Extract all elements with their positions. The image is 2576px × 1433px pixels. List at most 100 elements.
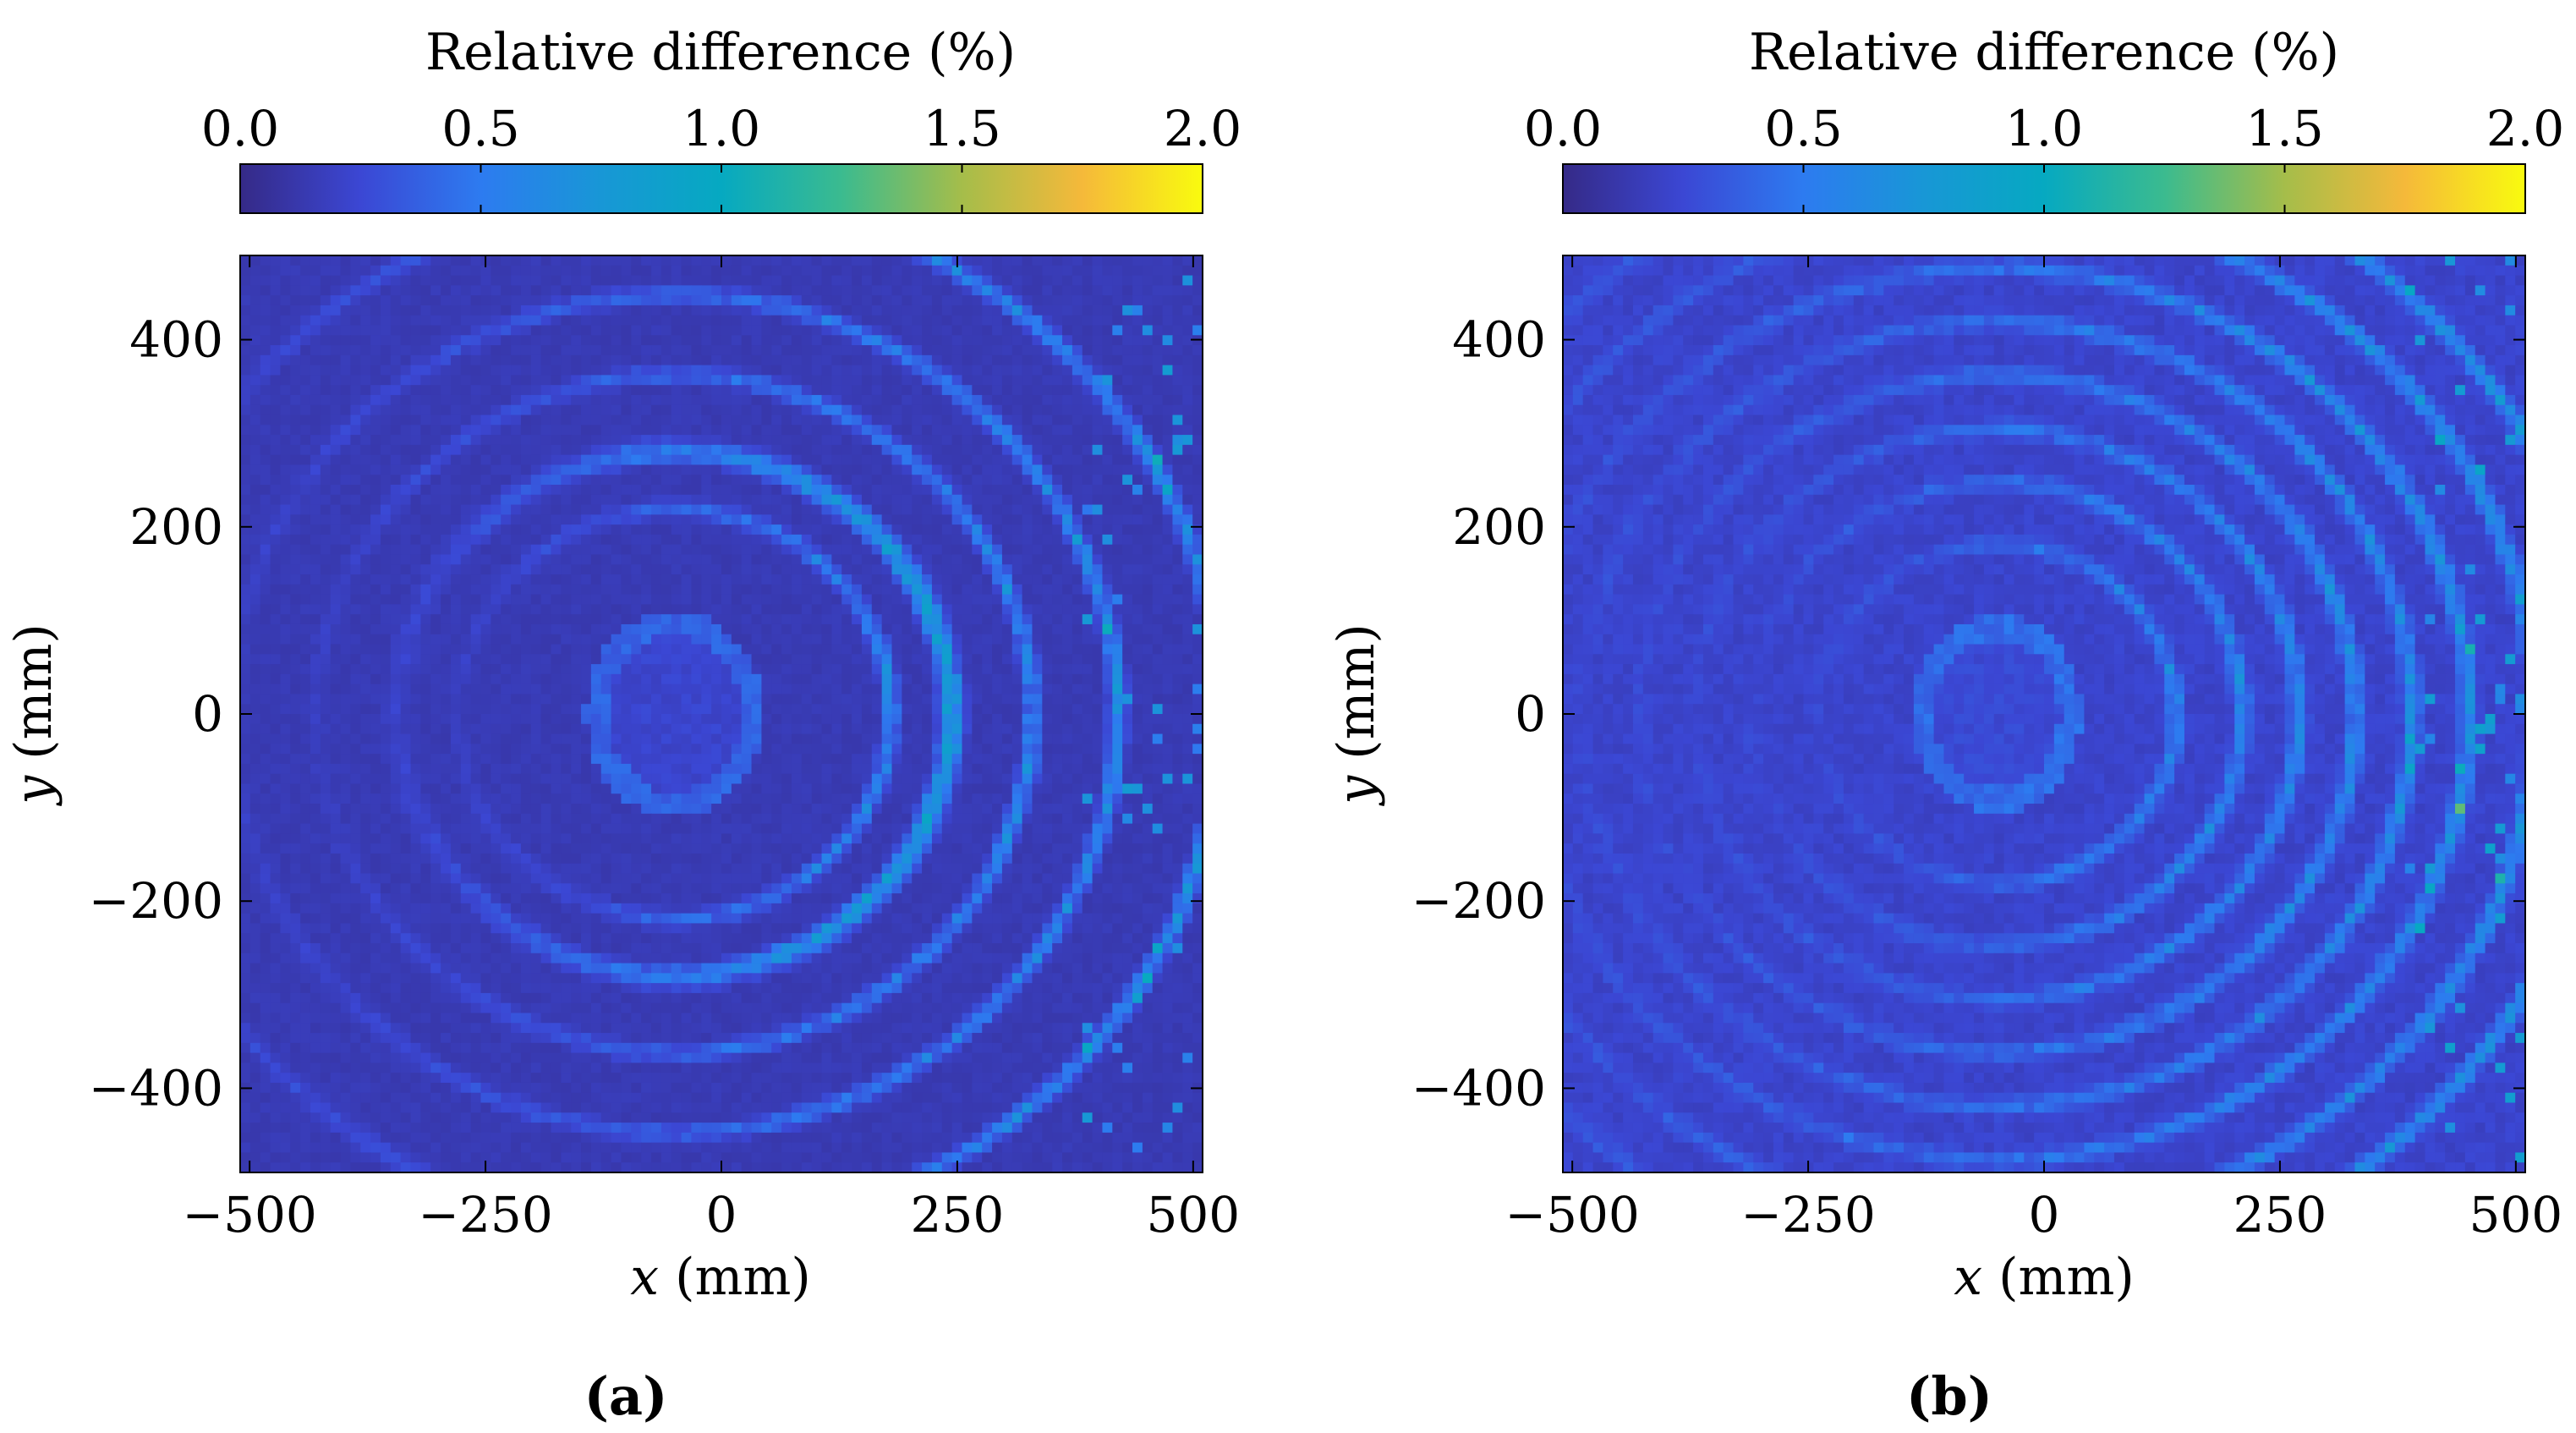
- heatmap-cell: [400, 733, 412, 744]
- heatmap-cell: [962, 594, 973, 605]
- heatmap-cell: [891, 584, 902, 596]
- heatmap-cell: [370, 494, 381, 506]
- heatmap-cell: [410, 544, 421, 556]
- heatmap-cell: [530, 524, 542, 535]
- heatmap-cell: [290, 644, 301, 655]
- heatmap-cell: [590, 534, 602, 546]
- heatmap-cell: [1082, 604, 1093, 615]
- heatmap-cell: [310, 514, 321, 525]
- heatmap-cell: [1011, 564, 1023, 575]
- heatmap-cell: [621, 365, 632, 376]
- heatmap-cell: [1082, 404, 1093, 416]
- heatmap-cell: [420, 564, 431, 575]
- heatmap-cell: [551, 504, 562, 515]
- heatmap-cell: [982, 394, 993, 406]
- heatmap-cell: [470, 763, 482, 775]
- heatmap-cell: [741, 255, 753, 266]
- heatmap-cell: [470, 295, 482, 306]
- heatmap-cell: [480, 744, 491, 755]
- heatmap-cell: [831, 733, 842, 744]
- heatmap-cell: [470, 534, 482, 546]
- heatmap-cell: [1102, 305, 1113, 316]
- heatmap-cell: [310, 444, 321, 456]
- heatmap-cell: [370, 255, 381, 266]
- heatmap-cell: [1032, 385, 1043, 396]
- heatmap-cell: [249, 375, 261, 386]
- heatmap-cell: [891, 644, 902, 655]
- heatmap-cell: [480, 385, 491, 396]
- heatmap-cell: [511, 385, 522, 396]
- heatmap-cell: [320, 335, 332, 346]
- heatmap-cell: [300, 255, 311, 266]
- heatmap-cell: [390, 375, 402, 386]
- heatmap-cell: [350, 623, 361, 635]
- heatmap-cell: [621, 255, 632, 266]
- heatmap-cell: [951, 574, 963, 585]
- heatmap-cell: [581, 265, 592, 277]
- heatmap-cell: [460, 534, 472, 546]
- heatmap-cell: [982, 365, 993, 376]
- heatmap-cell: [631, 425, 642, 436]
- heatmap-cell: [1001, 265, 1013, 277]
- heatmap-cell: [931, 564, 943, 575]
- heatmap-cell: [1011, 673, 1023, 685]
- heatmap-cell: [861, 275, 873, 286]
- heatmap-cell: [450, 444, 462, 456]
- heatmap-cell: [1072, 305, 1083, 316]
- heatmap-cell: [420, 763, 431, 775]
- heatmap-cell: [501, 714, 512, 725]
- heatmap-cell: [1162, 435, 1174, 446]
- heatmap-cell: [1022, 325, 1033, 336]
- heatmap-cell: [581, 285, 592, 296]
- heatmap-cell: [1162, 733, 1174, 744]
- heatmap-cell: [1072, 684, 1083, 695]
- heatmap-cell: [1192, 325, 1203, 336]
- heatmap-cell: [1001, 485, 1013, 496]
- heatmap-cell: [1192, 733, 1203, 744]
- heatmap-cell: [631, 295, 642, 306]
- heatmap-cell: [831, 485, 842, 496]
- heatmap-cell: [741, 325, 753, 336]
- heatmap-cell: [972, 504, 983, 515]
- heatmap-cell: [681, 634, 693, 645]
- heatmap-cell: [951, 394, 963, 406]
- heatmap-cell: [951, 494, 963, 506]
- heatmap-cell: [410, 504, 421, 515]
- heatmap-cell: [660, 415, 672, 426]
- heatmap-cell: [951, 744, 963, 755]
- heatmap-cell: [561, 594, 572, 605]
- heatmap-cell: [390, 514, 402, 525]
- heatmap-cell: [791, 763, 803, 775]
- colorbar-tick-label: 2.0: [1164, 100, 1241, 157]
- heatmap-cell: [270, 714, 282, 725]
- heatmap-cell: [581, 404, 592, 416]
- heatmap-cell: [941, 763, 953, 775]
- heatmap-cell: [621, 404, 632, 416]
- heatmap-cell: [1112, 385, 1123, 396]
- heatmap-cell: [1182, 564, 1193, 575]
- heatmap-cell: [520, 664, 532, 675]
- heatmap-cell: [982, 714, 993, 725]
- heatmap-cell: [861, 544, 873, 556]
- heatmap-cell: [420, 704, 431, 715]
- heatmap-cell: [1152, 664, 1164, 675]
- heatmap-cell: [701, 634, 712, 645]
- heatmap-cell: [1022, 385, 1033, 396]
- heatmap-cell: [1132, 723, 1143, 735]
- heatmap-cell: [390, 654, 402, 665]
- heatmap-cell: [410, 754, 421, 765]
- heatmap-cell: [1062, 295, 1073, 306]
- heatmap-cell: [972, 544, 983, 556]
- heatmap-cell: [290, 475, 301, 486]
- heatmap-cell: [561, 694, 572, 705]
- heatmap-cell: [501, 425, 512, 436]
- heatmap-cell: [350, 544, 361, 556]
- heatmap-cell: [741, 305, 753, 316]
- heatmap-cell: [651, 673, 662, 685]
- heatmap-cell: [821, 604, 832, 615]
- heatmap-cell: [660, 325, 672, 336]
- heatmap-cell: [420, 345, 431, 356]
- heatmap-cell: [420, 574, 431, 585]
- heatmap-cell: [902, 315, 913, 327]
